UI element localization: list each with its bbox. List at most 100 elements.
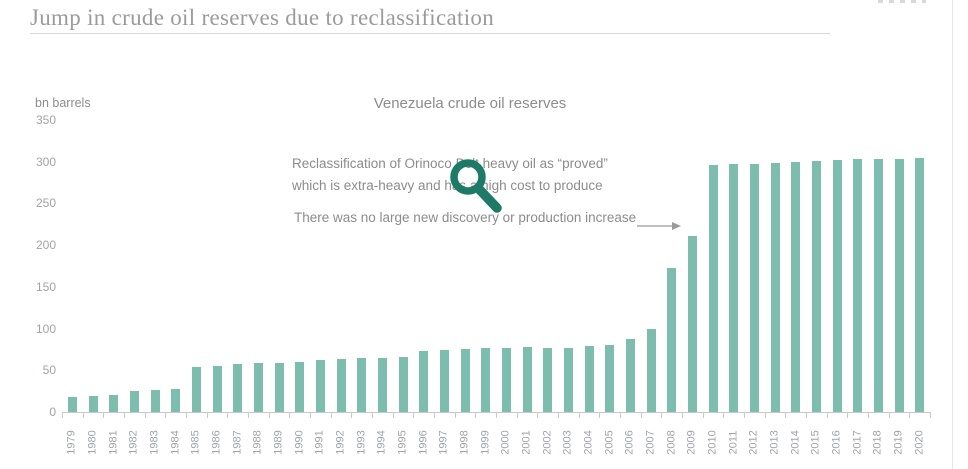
y-tick-label-200: 200 — [35, 238, 56, 253]
annotation-arrow-icon — [637, 222, 681, 230]
x-label-2017: 2017 — [851, 430, 864, 455]
bar-2011 — [729, 163, 739, 412]
x-label-2015: 2015 — [809, 430, 822, 455]
x-label-1995: 1995 — [396, 430, 409, 455]
x-axis-tick — [868, 412, 869, 418]
bar-1984 — [171, 388, 181, 412]
x-label-1983: 1983 — [148, 430, 161, 455]
bar-2004 — [584, 345, 594, 412]
x-axis-tick — [165, 412, 167, 418]
bar-1997 — [439, 349, 449, 412]
bar-1992 — [336, 359, 346, 412]
bar-2007 — [646, 329, 656, 412]
clipped-toolbar-remnant — [878, 0, 926, 3]
x-axis-tick — [227, 412, 229, 418]
x-axis-tick — [888, 412, 890, 418]
bar-2014 — [791, 161, 801, 412]
bar-1991 — [315, 359, 325, 412]
bar-1993 — [357, 358, 367, 412]
bar-2017 — [853, 159, 863, 412]
bar-2010 — [708, 164, 718, 412]
x-axis-tick — [661, 412, 663, 418]
bar-2006 — [625, 339, 635, 412]
page-title: Jump in crude oil reserves due to reclas… — [30, 5, 494, 30]
x-axis-tick — [268, 412, 270, 418]
bar-2001 — [522, 347, 532, 412]
x-axis-tick — [82, 412, 84, 418]
bar-2009 — [687, 235, 697, 412]
x-label-2004: 2004 — [582, 430, 595, 455]
x-label-1986: 1986 — [210, 430, 223, 455]
bar-2016 — [832, 159, 842, 412]
x-label-1985: 1985 — [189, 430, 202, 455]
magnifier-cursor-icon — [450, 159, 502, 213]
x-label-1982: 1982 — [127, 430, 140, 455]
x-axis-tick — [537, 412, 539, 418]
x-label-2008: 2008 — [665, 430, 678, 455]
y-tick-label-350: 350 — [35, 113, 56, 127]
bar-1996 — [419, 351, 429, 412]
x-label-1989: 1989 — [272, 430, 285, 455]
bar-2003 — [563, 347, 573, 412]
y-tick-label-50: 50 — [42, 363, 56, 378]
x-label-1993: 1993 — [355, 430, 368, 455]
title-rule — [30, 33, 830, 34]
x-axis-tick — [186, 412, 187, 418]
x-label-2011: 2011 — [727, 430, 740, 455]
x-label-2002: 2002 — [541, 430, 554, 455]
x-label-2016: 2016 — [830, 430, 843, 455]
x-label-2018: 2018 — [871, 430, 884, 455]
x-label-2001: 2001 — [520, 430, 533, 455]
bar-1982 — [129, 391, 139, 412]
bar-1981 — [109, 395, 119, 412]
x-axis-tick — [248, 412, 249, 418]
x-axis-tick — [434, 412, 435, 418]
bar-1979 — [67, 397, 77, 412]
y-axis-unit-label: bn barrels — [35, 96, 91, 110]
bar-2019 — [894, 158, 904, 412]
x-label-1979: 1979 — [65, 430, 78, 455]
x-axis-tick — [496, 412, 497, 418]
bar-2008 — [667, 268, 677, 412]
x-axis-tick — [702, 412, 704, 418]
chart-title: Venezuela crude oil reserves — [373, 95, 567, 112]
x-label-2000: 2000 — [499, 430, 512, 455]
x-label-2012: 2012 — [747, 430, 760, 455]
x-axis-tick — [785, 412, 787, 418]
x-label-1981: 1981 — [107, 430, 120, 455]
x-label-1997: 1997 — [437, 430, 450, 455]
x-axis-tick — [62, 412, 63, 418]
annotation-reclassification-line1: Reclassification of Orinoco Belt heavy o… — [292, 156, 608, 171]
x-axis-tick — [413, 412, 415, 418]
bar-1990 — [295, 361, 305, 412]
x-label-1999: 1999 — [479, 430, 492, 455]
bar-1998 — [460, 348, 470, 412]
x-axis-tick — [330, 412, 332, 418]
x-axis-tick — [103, 412, 105, 418]
x-axis-tick — [475, 412, 477, 418]
bar-2002 — [543, 347, 553, 412]
bar-2015 — [811, 160, 821, 412]
x-label-1992: 1992 — [334, 430, 347, 455]
x-axis-tick — [682, 412, 683, 418]
x-label-1998: 1998 — [458, 430, 471, 455]
x-axis-tick — [516, 412, 518, 418]
annotation-no-discovery: There was no large new discovery or prod… — [294, 210, 637, 225]
y-tick-label-100: 100 — [35, 321, 56, 336]
x-label-2003: 2003 — [561, 430, 574, 455]
panel-right-border — [952, 0, 953, 469]
bar-2013 — [770, 163, 780, 412]
bar-1986 — [212, 365, 222, 412]
bar-1999 — [481, 347, 491, 412]
x-axis-tick — [640, 412, 642, 418]
x-axis-tick — [909, 412, 911, 418]
bar-1989 — [274, 362, 284, 412]
bar-1985 — [191, 366, 201, 412]
bar-1983 — [150, 390, 160, 412]
x-axis-tick — [847, 412, 849, 418]
bar-2000 — [501, 347, 511, 412]
bar-1995 — [398, 356, 408, 412]
x-axis-tick — [578, 412, 580, 418]
x-axis-tick — [392, 412, 394, 418]
